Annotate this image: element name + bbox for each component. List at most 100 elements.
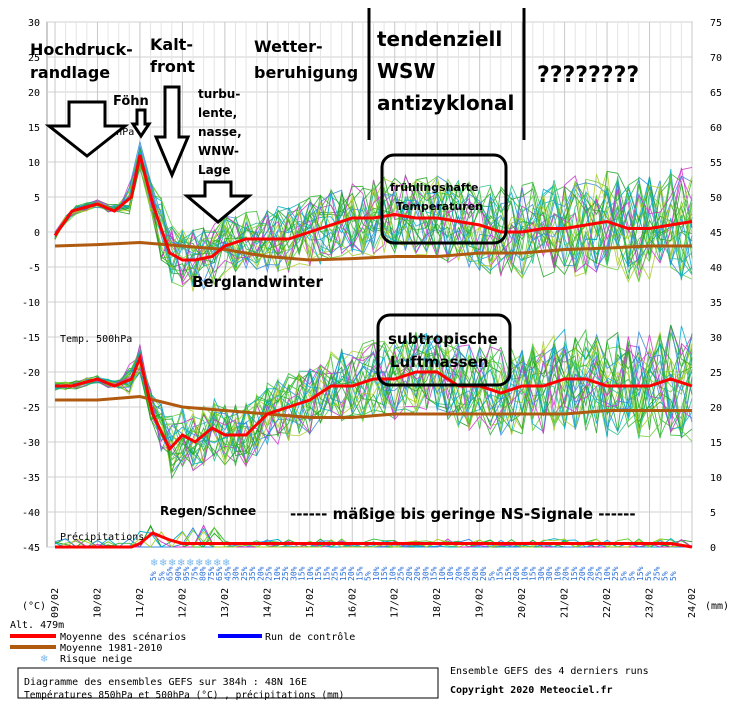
y-tick-left: -45 (22, 543, 40, 554)
snow-risk-value: 20% (454, 566, 463, 581)
y-tick-left: 30 (28, 18, 40, 29)
snow-risk-value: 5% (644, 571, 653, 581)
t500-label: Temp. 500hPa (60, 334, 132, 345)
ensemble-member-t850 (54, 151, 693, 275)
highlight-box-spring (380, 153, 508, 245)
snow-risk-value: 20% (413, 566, 422, 581)
annotation-question-marks: ???????? (537, 63, 639, 88)
annotation-luftmassen: Luftmassen (390, 353, 488, 371)
snow-risk-value: 95% (182, 566, 191, 581)
y-tick-left: -5 (28, 263, 40, 274)
ensemble-member-t500 (54, 340, 693, 459)
arrow-foehn-icon (130, 108, 152, 139)
chart-subtitle: Températures 850hPa et 500hPa (°C) , pré… (24, 690, 345, 701)
snow-risk-value: 15% (322, 566, 331, 581)
y-tick-right: 10 (710, 473, 722, 484)
climatology-line-t850 (54, 240, 692, 262)
x-tick-label: 17/02 (390, 588, 401, 618)
x-tick-label: 19/02 (475, 588, 486, 618)
snow-risk-value: 45% (223, 566, 232, 581)
snow-risk-value: 25% (281, 566, 290, 581)
y-tick-right: 20 (710, 403, 722, 414)
y-tick-left: -15 (22, 333, 40, 344)
mean-line-t500 (55, 353, 693, 452)
snow-risk-row: 5% 5% 65% 90% 95% 75% 80% 75% 65% 45% 30% 25% 35% 20%… (149, 558, 678, 581)
snow-flake-icon: ❄ (177, 558, 185, 569)
right-unit-label: (mm) (705, 601, 729, 612)
snow-risk-value: 25% (595, 566, 604, 581)
snow-risk-value: 10% (372, 566, 381, 581)
snow-risk-value: 75% (190, 566, 199, 581)
snow-risk-value: 10% (446, 566, 455, 581)
y-tick-right: 0 (710, 543, 716, 554)
snow-risk-value: 20% (479, 566, 488, 581)
snow-flake-icon: ❄ (222, 558, 230, 569)
y-tick-right: 5 (710, 508, 716, 519)
snow-risk-value: 15% (314, 566, 323, 581)
x-tick-label: 21/02 (560, 588, 571, 618)
x-tick-label: 14/02 (262, 588, 273, 618)
snow-flake-icon: ❄ (150, 558, 158, 569)
y-tick-left: -40 (22, 508, 40, 519)
legend-label-mean: Moyenne des scénarios (60, 631, 186, 643)
snow-flake-icon: ❄ (168, 558, 176, 569)
y-tick-right: 30 (710, 333, 722, 344)
x-tick-label: 23/02 (645, 588, 656, 618)
snow-risk-value: 20% (512, 566, 521, 581)
annotation-front: front (150, 57, 195, 76)
y-tick-left: -25 (22, 403, 40, 414)
altitude-label: Alt. 479m (10, 620, 64, 631)
ensemble-member-t850 (54, 164, 693, 282)
snow-risk-value: 5% (661, 571, 670, 581)
snow-risk-value: 15% (298, 566, 307, 581)
annotation-wetter: Wetter- (254, 37, 323, 56)
ensemble-member-t850 (54, 159, 693, 280)
snow-risk-value: 30% (545, 566, 554, 581)
snow-risk-value: 75% (207, 566, 216, 581)
ensemble-member-t850 (54, 160, 693, 279)
ensemble-member-t850 (54, 151, 693, 283)
snow-risk-value: 20% (578, 566, 587, 581)
y-tick-right: 35 (710, 298, 722, 309)
snow-risk-value: 15% (570, 566, 579, 581)
title-box (17, 667, 439, 699)
footer-copyright: Copyright 2020 Meteociel.fr (450, 685, 613, 696)
annotation-foehn: Föhn (113, 94, 149, 109)
annotation-randlage: randlage (30, 63, 110, 82)
x-tick-label: 10/02 (92, 588, 103, 618)
annotation-temperaturen: Temperaturen (396, 200, 483, 213)
legend-label-climatology: Moyenne 1981-2010 (60, 643, 162, 654)
snow-risk-value: 20% (562, 566, 571, 581)
ensemble-members (54, 141, 693, 548)
x-tick-label: 09/02 (50, 588, 61, 618)
annotation-hochdruck: Hochdruck- (30, 40, 133, 59)
snow-risk-value: 20% (586, 566, 595, 581)
snow-risk-value: 20% (471, 566, 480, 581)
ensemble-member-t850 (54, 151, 693, 287)
y-tick-right: 25 (710, 368, 722, 379)
snow-risk-value: 15% (636, 566, 645, 581)
arrow-kaltfront-icon (153, 85, 191, 179)
ensemble-member-t500 (54, 339, 693, 468)
snow-flake-icon: ❄ (186, 558, 194, 569)
snow-risk-value: 30% (537, 566, 546, 581)
x-tick-label: 12/02 (177, 588, 188, 618)
y-tick-left: -10 (22, 298, 40, 309)
y-tick-left: 5 (34, 193, 40, 204)
snow-risk-value: 20% (463, 566, 472, 581)
snow-risk-value: 25% (397, 566, 406, 581)
snow-risk-value: 35% (248, 566, 257, 581)
snow-risk-value: 10% (438, 566, 447, 581)
snow-risk-value: 10% (603, 566, 612, 581)
snow-risk-value: 25% (265, 566, 274, 581)
snow-risk-value: 5% (669, 571, 678, 581)
mean-line-t850 (53, 154, 693, 262)
snow-flake-icon: ❄ (213, 558, 221, 569)
ensemble-member-t500 (54, 324, 693, 474)
x-tick-label: 22/02 (602, 588, 613, 618)
annotation-berglandwinter: Berglandwinter (192, 273, 323, 291)
annotation-regen-schnee: Regen/Schnee (160, 504, 256, 518)
annotation-beruhigung: beruhigung (254, 63, 358, 82)
x-tick-label: 13/02 (220, 588, 231, 618)
